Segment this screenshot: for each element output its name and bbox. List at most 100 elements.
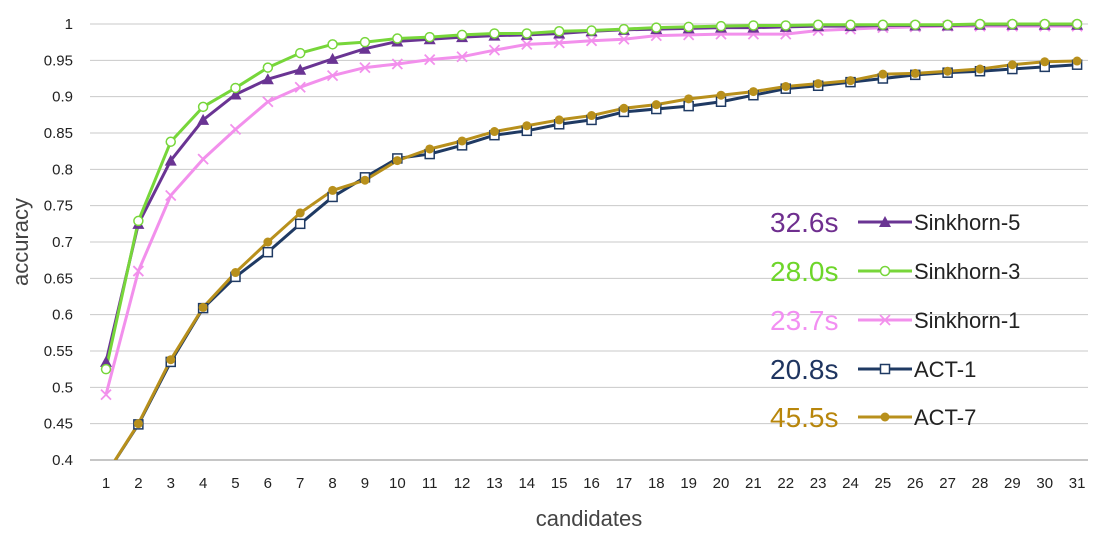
data-point	[132, 265, 145, 277]
data-point	[133, 419, 143, 429]
data-point	[294, 63, 307, 75]
legend-swatch-marker	[879, 363, 891, 375]
data-point	[846, 76, 856, 86]
data-point	[943, 66, 953, 76]
x-tick-label: 20	[713, 475, 730, 492]
data-point	[553, 26, 565, 37]
legend-label: Sinkhorn-5	[914, 210, 1020, 235]
data-point	[133, 215, 144, 227]
data-point	[618, 33, 630, 45]
data-point	[328, 185, 338, 195]
data-point	[198, 302, 208, 312]
data-point	[748, 20, 759, 31]
data-point	[489, 127, 499, 137]
x-tick-label: 4	[199, 475, 207, 492]
y-tick-label: 0.45	[44, 416, 73, 433]
x-tick-label: 1	[102, 475, 110, 492]
legend-time: 23.7s	[770, 305, 839, 336]
x-tick-label: 22	[777, 475, 794, 492]
data-point	[457, 136, 467, 146]
x-tick-label: 2	[134, 475, 142, 492]
x-tick-label: 28	[972, 475, 989, 492]
data-point	[359, 61, 371, 74]
x-tick-label: 25	[875, 475, 892, 492]
x-tick-label: 24	[842, 475, 859, 492]
data-point	[910, 19, 921, 30]
x-tick-label: 7	[296, 475, 304, 492]
data-point	[392, 33, 403, 44]
y-tick-label: 0.65	[44, 270, 73, 287]
data-point	[488, 44, 501, 56]
data-point	[327, 39, 338, 50]
x-tick-label: 19	[680, 475, 697, 492]
x-axis-ticks: 1 2 3 4 5 6 7 8 9 10 11 12 13 14 15 16 17 18 19 20 21 22 23 24 2…	[102, 475, 1086, 492]
legend-swatch-marker	[879, 216, 891, 227]
series-markers	[100, 18, 1084, 430]
x-tick-label: 9	[361, 475, 369, 492]
data-point	[716, 90, 726, 100]
data-point	[392, 156, 402, 166]
data-point	[1072, 56, 1082, 66]
data-point	[295, 208, 305, 218]
y-tick-label: 0.5	[52, 379, 73, 396]
y-axis-label: accuracy	[8, 198, 33, 286]
data-point	[1040, 57, 1050, 67]
data-point	[262, 96, 274, 108]
data-point	[326, 69, 339, 82]
data-point	[424, 31, 435, 43]
data-point	[424, 53, 436, 66]
x-tick-label: 12	[454, 475, 471, 492]
data-point	[975, 64, 985, 74]
data-point	[166, 355, 176, 365]
data-point	[684, 94, 694, 104]
x-tick-label: 5	[231, 475, 239, 492]
data-point	[683, 21, 694, 33]
x-tick-label: 3	[167, 475, 175, 492]
data-point	[262, 62, 274, 73]
data-point	[522, 121, 532, 131]
y-tick-label: 0.55	[44, 343, 73, 360]
legend-time: 32.6s	[770, 207, 839, 238]
data-point	[651, 22, 662, 33]
data-point	[651, 100, 661, 110]
x-tick-label: 10	[389, 475, 406, 492]
data-point	[813, 79, 823, 89]
data-point	[553, 37, 565, 49]
data-point	[910, 68, 920, 78]
data-point	[1007, 60, 1017, 70]
legend-label: Sinkhorn-3	[914, 259, 1020, 284]
data-point	[845, 19, 856, 30]
data-point	[942, 19, 953, 30]
data-point	[974, 18, 986, 30]
data-point	[780, 20, 792, 31]
x-tick-label: 16	[583, 475, 600, 492]
data-point	[164, 154, 177, 166]
data-point	[294, 218, 306, 230]
data-point	[165, 189, 177, 202]
data-point	[358, 42, 371, 54]
y-tick-label: 0.75	[44, 198, 73, 215]
legend-swatch-marker	[879, 314, 891, 326]
y-tick-label: 0.95	[44, 52, 73, 69]
data-point	[262, 246, 274, 258]
data-point	[1007, 18, 1018, 30]
data-point	[456, 29, 468, 41]
legend-swatch-marker	[880, 412, 890, 422]
data-point	[1071, 18, 1083, 30]
data-point	[100, 388, 112, 401]
x-tick-label: 30	[1036, 475, 1053, 492]
data-point	[877, 19, 889, 30]
data-point	[878, 69, 888, 79]
data-point	[586, 25, 597, 36]
data-point	[229, 123, 242, 136]
legend-label: ACT-7	[914, 405, 976, 430]
x-axis-label: candidates	[536, 506, 642, 531]
data-point	[521, 38, 533, 50]
data-point	[100, 363, 112, 375]
data-point	[585, 35, 598, 47]
data-point	[261, 73, 274, 85]
data-point	[781, 81, 791, 91]
data-point	[326, 52, 339, 64]
x-tick-label: 6	[264, 475, 272, 492]
